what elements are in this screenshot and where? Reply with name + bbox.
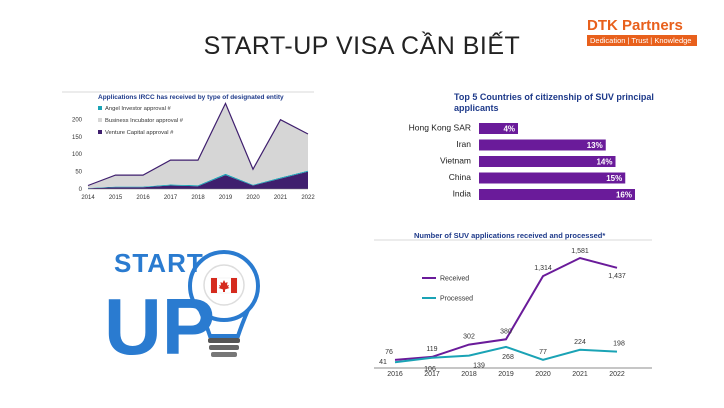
bulb-base-ring-2: [209, 345, 239, 350]
chart1-y-tick-label: 150: [72, 135, 83, 141]
entity-area-chart: Applications IRCC has received by type o…: [62, 91, 315, 201]
chart3-legend-label: Received: [440, 276, 469, 283]
chart1-x-tick-label: 2022: [301, 195, 315, 201]
chart3-data-label: 106: [424, 366, 436, 373]
chart1-legend-label: Angel Investor approval #: [105, 106, 172, 112]
chart1-legend-label: Business Incubator approval #: [105, 118, 184, 124]
chart2-bar: [479, 139, 606, 151]
chart2-bar: [479, 123, 518, 134]
chart1-y-axis: 0 50 100 150 200: [72, 117, 83, 193]
startup-illustration: START UP: [104, 248, 260, 368]
logo-name: DTK Partners: [587, 17, 683, 34]
applications-line-chart: Number of SUV applications received and …: [374, 231, 652, 378]
lightbulb-canada-flag-icon: [188, 250, 260, 357]
chart2-category-label: Hong Kong SAR: [409, 123, 471, 133]
chart2-title-line2: applicants: [454, 103, 499, 113]
chart1-x-tick-label: 2015: [109, 195, 123, 201]
chart2-category-label: Iran: [456, 139, 471, 149]
flag-left-band: [211, 278, 217, 293]
chart1-legend-swatch: [98, 106, 102, 110]
chart1-legend: Angel Investor approval # Business Incuba…: [98, 106, 184, 136]
chart2-bar: [479, 189, 635, 200]
chart1-x-tick-label: 2021: [274, 195, 288, 201]
chart3-x-tick-label: 2017: [424, 371, 440, 378]
chart2-category-label: Vietnam: [440, 156, 471, 166]
chart3-data-label: 224: [574, 339, 586, 346]
chart1-legend-label: Venture Capital approval #: [105, 130, 174, 136]
chart3-data-label: 139: [473, 363, 485, 370]
bulb-base-ring-1: [208, 338, 240, 343]
bulb-glass: [188, 250, 260, 322]
company-logo: DTK Partners Dedication | Trust | Knowle…: [587, 18, 697, 46]
chart3-data-label: 1,581: [571, 248, 589, 255]
chart1-x-tick-label: 2014: [81, 195, 95, 201]
chart3-data-label: 302: [463, 334, 475, 341]
chart1-y-tick-label: 100: [72, 152, 83, 158]
chart3-lines: 76 119 302 380 1,314 1,581 1,437 41 106 139 268 77 2…: [379, 248, 626, 373]
chart1-legend-swatch: [98, 130, 102, 134]
chart1-title: Applications IRCC has received by type o…: [98, 94, 284, 101]
chart3-legend-label: Processed: [440, 296, 473, 303]
chart3-x-axis: 2016 2017 2018 2019 2020 2021 2022: [387, 371, 625, 378]
chart2-title-line1: Top 5 Countries of citizenship of SUV pr…: [454, 92, 654, 102]
chart2-category-label: India: [453, 189, 472, 199]
chart1-x-tick-label: 2020: [246, 195, 260, 201]
chart2-value-label: 4%: [503, 125, 515, 134]
chart3-data-label: 380: [500, 328, 512, 335]
chart1-x-tick-label: 2018: [191, 195, 205, 201]
chart3-data-label: 77: [539, 349, 547, 356]
chart1-x-tick-label: 2019: [219, 195, 233, 201]
chart3-x-tick-label: 2020: [535, 371, 551, 378]
chart2-value-label: 15%: [606, 174, 622, 183]
chart3-legend: Received Processed: [422, 276, 473, 303]
chart3-x-tick-label: 2018: [461, 371, 477, 378]
chart2-bar: [479, 156, 616, 167]
chart3-x-tick-label: 2019: [498, 371, 514, 378]
chart3-data-label: 41: [379, 359, 387, 366]
countries-bar-chart: Top 5 Countries of citizenship of SUV pr…: [409, 92, 654, 200]
chart3-title: Number of SUV applications received and …: [414, 231, 605, 240]
chart1-legend-swatch: [98, 118, 102, 122]
chart1-area-series-2: [88, 103, 308, 188]
chart1-y-tick-label: 0: [79, 187, 83, 193]
chart1-y-tick-label: 50: [75, 170, 82, 176]
chart1-total-line: [87, 101, 309, 187]
chart3-data-label: 268: [502, 354, 514, 361]
chart2-bar: [479, 172, 626, 184]
bulb-base-ring-3: [211, 352, 237, 357]
chart3-x-tick-label: 2021: [572, 371, 588, 378]
chart3-data-label: 1,437: [608, 273, 626, 280]
chart1-areas: [87, 101, 309, 190]
chart3-data-label: 1,314: [534, 265, 552, 272]
chart2-value-label: 14%: [596, 158, 612, 167]
slide-title: START-UP VISA CẦN BIẾT: [203, 32, 521, 60]
maple-leaf-icon: [218, 280, 230, 292]
chart3-x-tick-label: 2022: [609, 371, 625, 378]
chart2-value-label: 13%: [587, 141, 603, 150]
chart2-value-label: 16%: [616, 191, 632, 200]
chart1-x-tick-label: 2016: [136, 195, 150, 201]
logo-tagline: Dedication | Trust | Knowledge: [587, 35, 697, 46]
chart2-category-label: China: [449, 172, 471, 182]
flag-right-band: [231, 278, 237, 293]
chart1-x-tick-label: 2017: [164, 195, 178, 201]
bulb-neck: [198, 309, 250, 338]
illustration-text-start: START: [114, 248, 204, 278]
chart1-area-series-0: [88, 171, 308, 189]
chart3-line-series-1: [394, 345, 618, 364]
chart2-bars: Hong Kong SAR 4% Iran 13% Vietnam 14% China 15%…: [409, 123, 635, 200]
chart3-data-label: 198: [613, 341, 625, 348]
chart3-data-label: 119: [426, 346, 437, 353]
illustration-text-up: UP: [104, 282, 215, 368]
chart1-y-tick-label: 200: [72, 117, 83, 123]
chart3-x-tick-label: 2016: [387, 371, 403, 378]
chart3-data-label: 76: [385, 349, 393, 356]
chart1-x-axis: 2014 2015 2016 2017 2018 2019 2020 2021 2022: [81, 195, 315, 201]
